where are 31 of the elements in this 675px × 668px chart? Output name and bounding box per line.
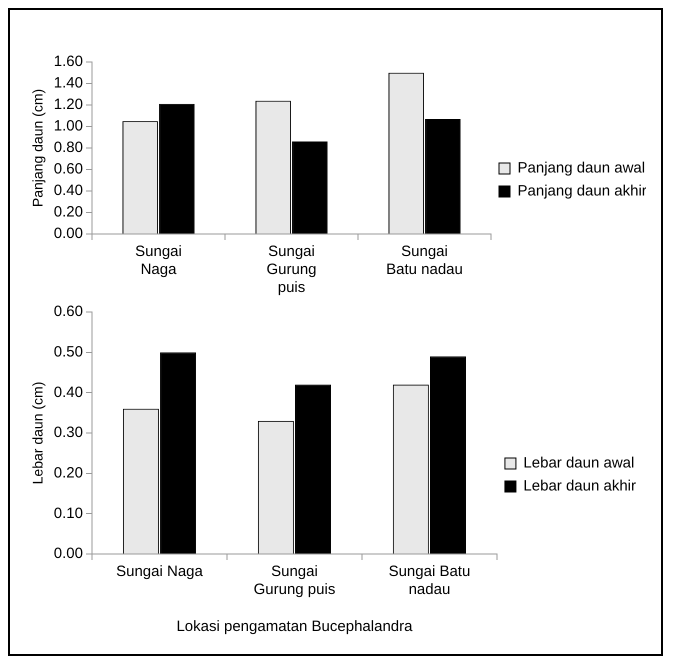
bar	[160, 352, 196, 554]
y-tick-label: 0.80	[54, 139, 83, 156]
bar	[295, 384, 332, 554]
x-tick-label: Sungai Naga	[116, 563, 204, 580]
y-tick-label: 0.20	[54, 204, 83, 221]
bar	[159, 104, 195, 234]
y-tick-label: 0.00	[54, 545, 83, 562]
x-tick-label: Sungai Gurung puis	[254, 563, 336, 598]
y-tick-label: 1.00	[54, 118, 83, 135]
legend-label: Panjang daun awal	[518, 160, 646, 177]
y-tick-label: 0.60	[54, 303, 83, 320]
legend-label: Lebar daun awal	[523, 454, 634, 472]
y-tick-label: 0.30	[54, 424, 83, 442]
x-tick-label: Sungai Naga	[135, 243, 182, 278]
x-axis-title: Lokasi pengamatan Bucephalandra	[176, 618, 414, 636]
y-tick-label: 0.10	[54, 504, 83, 522]
x-tick-label: Sungai Gurung puis	[266, 243, 317, 296]
y-tick-label: 1.40	[54, 74, 83, 92]
y-axis-title: Panjang daun (cm)	[29, 88, 46, 208]
y-tick-label: 1.20	[54, 96, 83, 114]
x-tick-label: Sungai Batu nadau	[388, 563, 470, 598]
y-tick-label: 1.60	[54, 53, 83, 70]
x-tick-label: Sungai Batu nadau	[386, 243, 463, 278]
y-tick-label: 0.40	[54, 182, 83, 200]
y-tick-label: 0.50	[54, 343, 83, 360]
legend-label: Lebar daun akhir	[523, 478, 636, 495]
y-tick-label: 0.00	[54, 225, 83, 242]
y-tick-label: 0.60	[54, 160, 83, 178]
y-tick-label: 0.20	[54, 464, 83, 482]
y-axis-title: Lebar daun (cm)	[29, 382, 46, 484]
y-tick-label: 0.40	[54, 384, 83, 401]
